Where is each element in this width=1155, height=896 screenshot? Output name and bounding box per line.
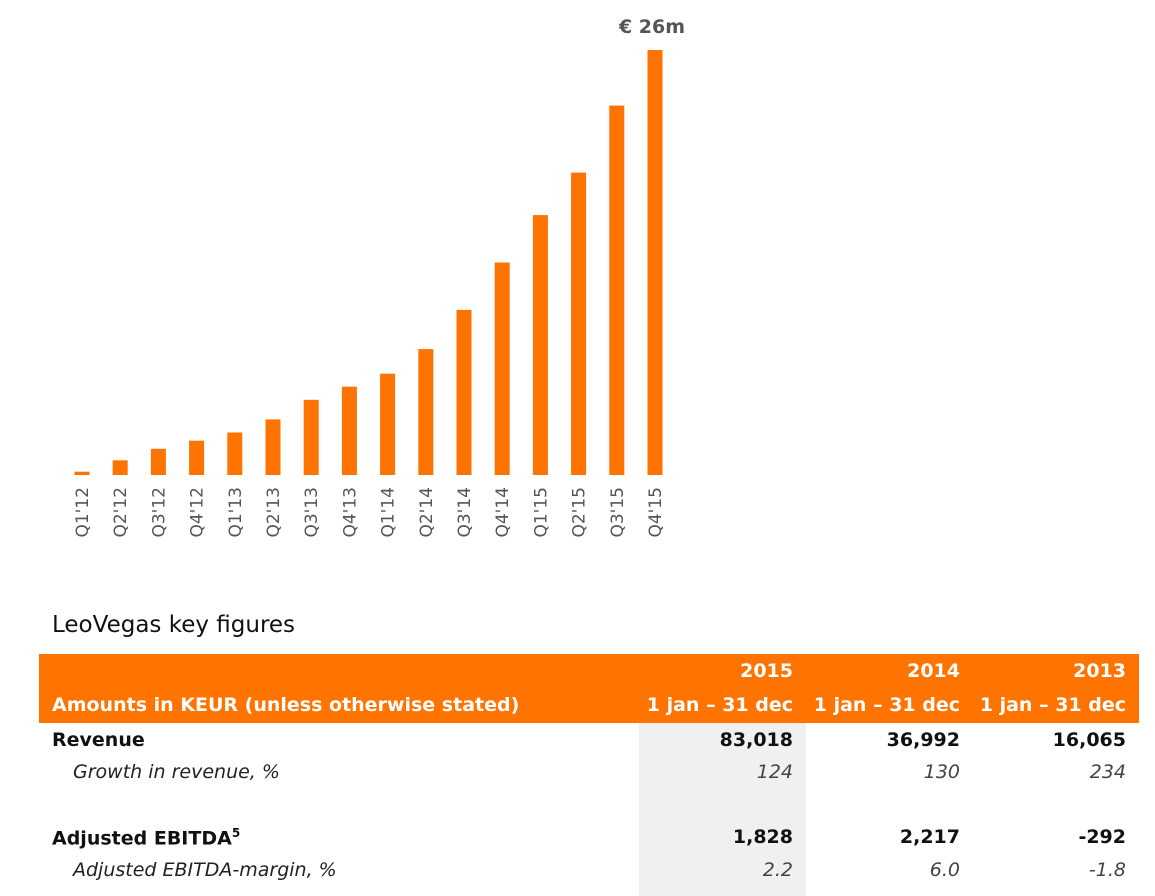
ebitda-margin-2015: 2.2: [762, 859, 793, 881]
key-figures-title: LeoVegas key figures: [52, 612, 296, 638]
revenue-2013: 16,065: [1052, 729, 1126, 751]
bar-Q3-15: [609, 105, 625, 475]
row-label-revenue: Revenue: [52, 729, 145, 751]
bar-Q4-13: [341, 386, 357, 475]
bar-Q1-14: [380, 373, 396, 475]
bar-Q3-13: [303, 399, 319, 475]
tick-label-Q3-14: Q3'14: [455, 487, 475, 538]
bars-group: [74, 50, 663, 475]
header-period-2015: 1 jan – 31 dec: [646, 694, 793, 716]
tick-label-Q2-15: Q2'15: [570, 487, 590, 538]
chart-annotation: € 26m: [618, 16, 685, 38]
revenue-bar-chart: Q1'12 Q2'12 Q3'12 Q4'12 Q1'13 Q2'13 Q3'13 Q4'13…: [73, 16, 685, 538]
bar-Q1-12: [74, 471, 90, 475]
tick-label-Q2-13: Q2'13: [264, 487, 284, 538]
tick-label-Q1-13: Q1'13: [226, 487, 246, 538]
tick-label-Q3-15: Q3'15: [608, 487, 628, 538]
row-label-ebitda: Adjusted EBITDA5: [52, 826, 240, 849]
tick-label-Q3-12: Q3'12: [149, 487, 169, 538]
revenue-2015: 83,018: [719, 729, 793, 751]
ebitda-2015: 1,828: [732, 826, 793, 848]
tick-label-Q4-15: Q4'15: [646, 487, 666, 538]
row-label-growth: Growth in revenue, %: [73, 761, 280, 783]
tick-label-Q1-12: Q1'12: [73, 487, 93, 538]
tick-label-Q4-13: Q4'13: [340, 487, 360, 538]
ebitda-margin-2014: 6.0: [929, 859, 960, 881]
bar-Q2-12: [112, 460, 128, 475]
bar-Q4-14: [494, 262, 510, 475]
header-year-2015: 2015: [740, 660, 793, 682]
row-label-ebitda-margin: Adjusted EBITDA-margin, %: [73, 859, 337, 881]
bar-Q3-12: [150, 448, 166, 475]
header-period-2014: 1 jan – 31 dec: [813, 694, 960, 716]
x-tick-labels: Q1'12 Q2'12 Q3'12 Q4'12 Q1'13 Q2'13 Q3'13 Q4'13…: [73, 487, 666, 538]
growth-2015: 124: [756, 761, 793, 783]
growth-2014: 130: [923, 761, 960, 783]
bar-Q1-13: [227, 432, 243, 475]
tick-label-Q4-14: Q4'14: [493, 487, 513, 538]
bar-Q4-15: [647, 50, 663, 475]
header-amounts-label: Amounts in KEUR (unless otherwise stated…: [52, 694, 520, 716]
tick-label-Q1-14: Q1'14: [379, 487, 399, 538]
ebitda-2014: 2,217: [899, 826, 960, 848]
growth-2013: 234: [1089, 761, 1126, 783]
footnote-marker: 5: [231, 826, 241, 840]
tick-label-Q1-15: Q1'15: [531, 487, 551, 538]
bar-Q1-15: [532, 215, 548, 475]
bar-Q2-13: [265, 419, 281, 475]
ebitda-margin-2013: -1.8: [1088, 859, 1126, 881]
tick-label-Q2-14: Q2'14: [417, 487, 437, 538]
table-header: 2015 2014 2013 Amounts in KEUR (unless o…: [39, 654, 1139, 723]
current-year-column-shade: [639, 723, 806, 896]
bar-Q2-15: [571, 172, 587, 475]
tick-label-Q3-13: Q3'13: [302, 487, 322, 538]
header-period-2013: 1 jan – 31 dec: [979, 694, 1126, 716]
header-year-2014: 2014: [907, 660, 960, 682]
ebitda-label-text: Adjusted EBITDA: [52, 827, 232, 850]
bar-Q3-14: [456, 309, 472, 475]
tick-label-Q2-12: Q2'12: [111, 487, 131, 538]
bar-Q4-12: [189, 440, 205, 475]
bar-Q2-14: [418, 349, 434, 475]
tick-label-Q4-12: Q4'12: [188, 487, 208, 538]
header-year-2013: 2013: [1073, 660, 1126, 682]
ebitda-2013: -292: [1078, 826, 1126, 848]
revenue-2014: 36,992: [886, 729, 960, 751]
